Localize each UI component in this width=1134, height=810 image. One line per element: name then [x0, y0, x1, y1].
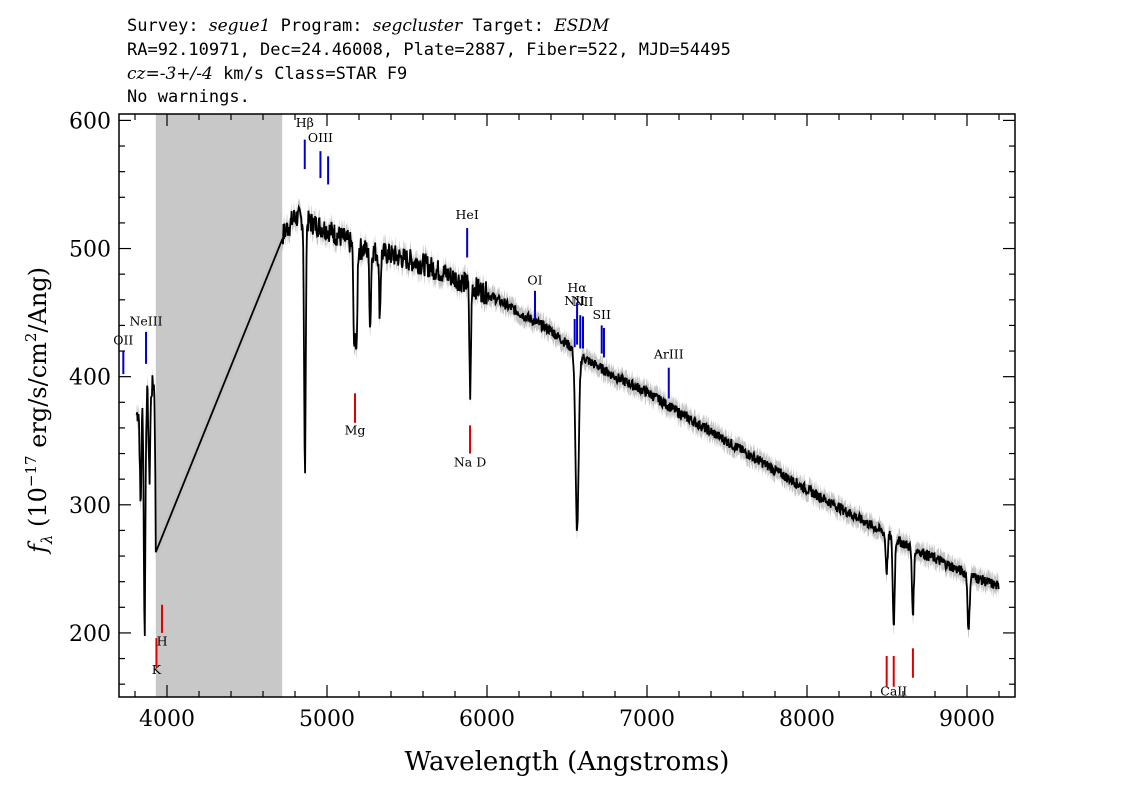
emission-line-label: Hβ: [296, 115, 314, 130]
x-tick-label: 9000: [939, 707, 995, 732]
redshift-value: cz=-3+/-4: [127, 64, 213, 84]
absorption-line-label: H: [157, 634, 168, 649]
emission-line-label: OII: [113, 333, 133, 348]
y-axis-title: fλ (10−17 erg/s/cm2/Ang): [22, 267, 56, 555]
spectrum-line: [135, 203, 1000, 637]
header-line-3: cz=-3+/-4 km/s Class=STAR F9: [127, 64, 407, 84]
y-tick-label: 200: [69, 622, 111, 647]
y-tick-label: 600: [69, 109, 111, 134]
survey-name: segue1: [209, 16, 271, 36]
x-tick-label: 4000: [139, 707, 195, 732]
absorption-line-label: Mg: [345, 422, 366, 437]
y-tick-label: 400: [69, 366, 111, 391]
y-tick-label: 500: [69, 238, 111, 263]
emission-line-label: NII: [573, 294, 594, 309]
header-line-4: No warnings.: [127, 87, 250, 107]
absorption-line-label: Na D: [454, 454, 486, 469]
header-line-1: Survey: segue1 Program: segcluster Targe…: [127, 16, 610, 36]
plot-area: OIINeIIIHβOIIIHeIOINIIHαNIISIIArIIIKHMgN…: [69, 109, 1016, 732]
emission-line-label: OIII: [308, 130, 333, 145]
emission-line-label: OI: [527, 272, 542, 287]
emission-line-label: Hα: [567, 280, 587, 295]
absorption-line-label: CaII: [880, 684, 907, 699]
x-tick-label: 6000: [459, 707, 515, 732]
y-tick-label: 300: [69, 494, 111, 519]
emission-line-label: ArIII: [653, 347, 684, 362]
x-tick-label: 8000: [779, 707, 835, 732]
target-name: ESDM: [553, 16, 610, 36]
emission-line-label: HeI: [456, 207, 479, 222]
x-tick-label: 7000: [619, 707, 675, 732]
emission-line-label: NeIII: [129, 313, 162, 328]
x-axis-title: Wavelength (Angstroms): [405, 747, 730, 777]
masked-region: [155, 114, 283, 697]
plot-frame: [118, 113, 1016, 698]
x-tick-label: 5000: [299, 707, 355, 732]
emission-line-label: NII: [564, 293, 585, 308]
header-line-2: RA=92.10971, Dec=24.46008, Plate=2887, F…: [127, 40, 731, 60]
absorption-line-label: K: [152, 662, 162, 677]
program-name: segcluster: [373, 16, 463, 36]
emission-line-label: SII: [592, 307, 611, 322]
